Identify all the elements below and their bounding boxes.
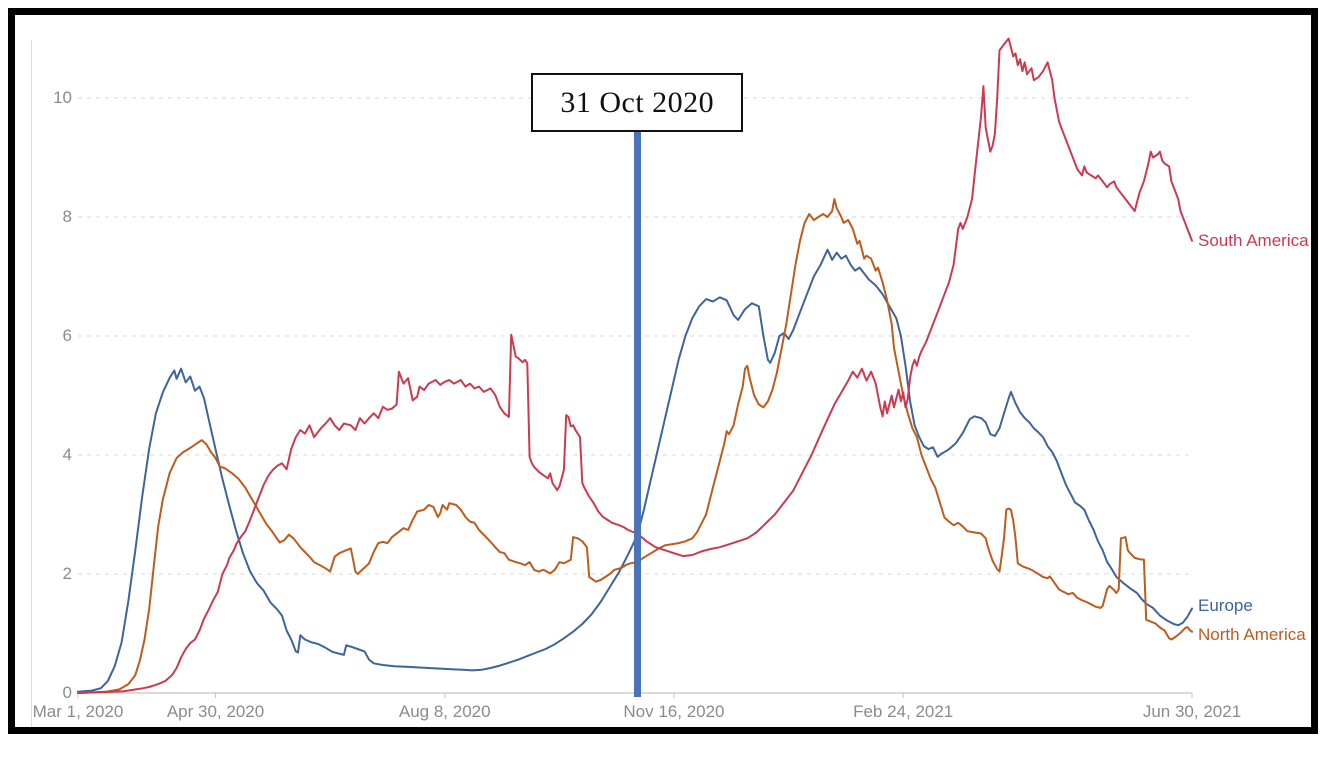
series-label-south-america: South America [1198, 230, 1309, 250]
annotation-date-text: 31 Oct 2020 [560, 85, 715, 119]
series-line-europe [77, 248, 1193, 693]
x-tick-label: Feb 24, 2021 [853, 702, 954, 721]
x-tick-label: Nov 16, 2020 [623, 702, 725, 721]
y-tick-label: 4 [62, 445, 72, 464]
y-tick-label: 2 [62, 564, 72, 583]
x-tick-label: Apr 30, 2020 [166, 702, 265, 721]
y-tick-label: 8 [62, 207, 72, 226]
x-tick-label: Mar 1, 2020 [32, 702, 124, 721]
date-annotation-box: 31 Oct 2020 [531, 73, 744, 132]
x-tick-label: Jun 30, 2021 [1142, 702, 1242, 721]
y-tick-label: 10 [53, 88, 72, 107]
y-tick-label: 0 [62, 683, 72, 702]
y-tick-label: 6 [62, 326, 72, 345]
x-tick-label: Aug 8, 2020 [398, 702, 491, 721]
series-label-europe: Europe [1198, 595, 1253, 615]
series-line-north-america [77, 198, 1193, 694]
left-rule [31, 40, 32, 734]
date-marker-line [633, 132, 641, 697]
series-label-north-america: North America [1198, 624, 1306, 644]
series-line-south-america [77, 37, 1193, 694]
